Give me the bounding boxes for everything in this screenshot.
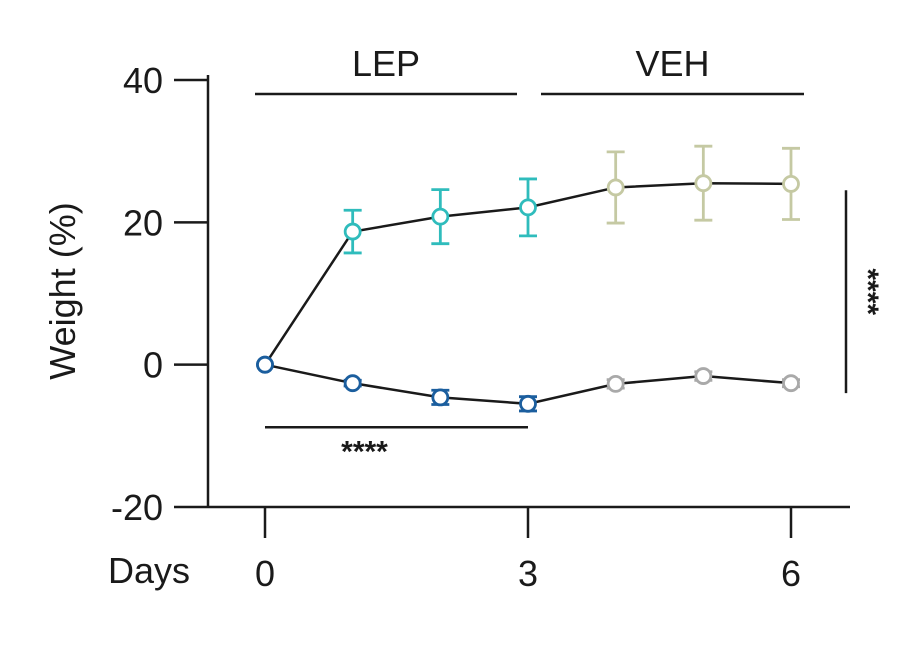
data-point <box>431 207 450 226</box>
data-point <box>343 222 362 241</box>
data-point <box>519 198 537 217</box>
x-tick-label: 3 <box>518 553 538 594</box>
data-point <box>782 175 800 193</box>
y-tick-label: 40 <box>123 60 163 101</box>
y-tick-label: -20 <box>111 487 163 528</box>
x-tick-label: 6 <box>781 553 801 594</box>
data-point <box>606 374 625 393</box>
phase-label: LEP <box>352 43 420 84</box>
significance-label: **** <box>851 268 884 315</box>
data-point <box>694 174 713 193</box>
data-point <box>431 388 450 407</box>
x-axis-title: Days <box>108 550 190 591</box>
data-point <box>519 394 537 413</box>
phase-label: VEH <box>635 43 709 84</box>
y-axis-title: Weight (%) <box>42 202 83 379</box>
data-point <box>694 367 713 385</box>
data-point <box>606 178 625 197</box>
x-tick-label: 0 <box>255 553 275 594</box>
y-tick-label: 0 <box>143 345 163 386</box>
data-point <box>782 374 800 393</box>
y-tick-label: 20 <box>123 202 163 243</box>
data-point <box>343 374 362 393</box>
data-point <box>256 355 274 374</box>
significance-label: **** <box>341 435 388 468</box>
